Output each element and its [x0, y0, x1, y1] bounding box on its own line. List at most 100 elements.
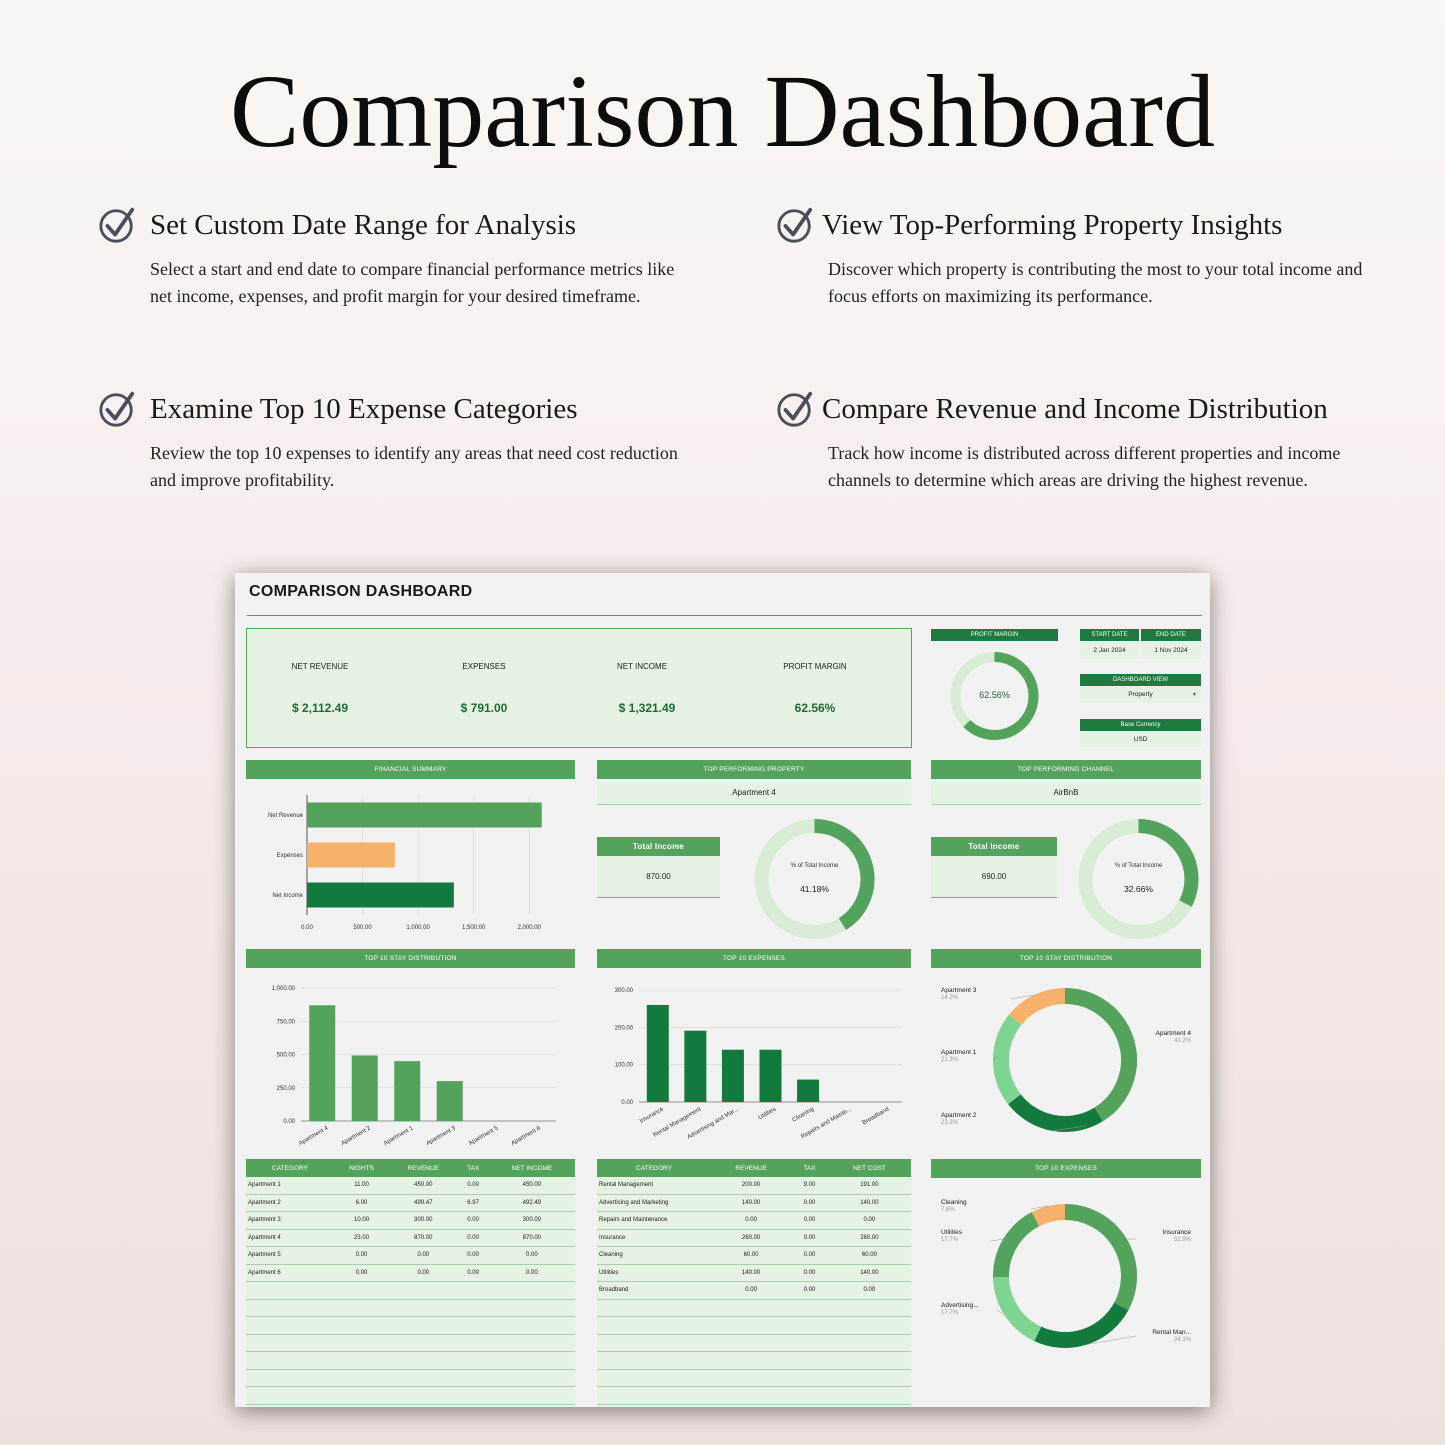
table-cell: 0.00: [791, 1194, 828, 1212]
table-cell: 0.00: [457, 1264, 489, 1282]
pct-value: 41.18%: [800, 884, 829, 894]
x-tick-label: 0.00: [301, 925, 313, 931]
table-row: Advertising and Marketing 140.00 0.00 140.0…: [597, 1194, 911, 1212]
feature-body: Select a start and end date to compare f…: [150, 259, 675, 306]
expense-table-panel: CATEGORY REVENUE TAX NET COST Rental Man…: [597, 1159, 911, 1407]
end-date-input[interactable]: 1 Nov 2024: [1141, 642, 1201, 659]
table-cell: [711, 1334, 792, 1352]
table-cell: 23.00: [334, 1229, 390, 1247]
table-cell: 0.00: [389, 1246, 458, 1265]
table-cell: [334, 1386, 390, 1405]
financial-summary-header: FINANCIAL SUMMARY: [246, 760, 575, 779]
table-row: Apartment 2 6.00 499.47 6.97 492.49: [246, 1194, 575, 1212]
table-cell: [827, 1351, 911, 1370]
table-cell: [488, 1281, 575, 1300]
table-cell: 11.00: [334, 1177, 390, 1195]
table-cell: 300.00: [488, 1211, 575, 1230]
leader-line: [995, 1308, 1005, 1316]
slice-pct: 23.3%: [941, 1120, 959, 1126]
col-header: NIGHTS: [334, 1159, 390, 1177]
y-tick-label: 100.00: [615, 1063, 634, 1069]
table-cell: [488, 1316, 575, 1335]
category-label: Broadband: [862, 1107, 890, 1127]
dashboard-screenshot: COMPARISON DASHBOARD NET REVENUE EXPENSE…: [235, 573, 1210, 1407]
pct-value: 32.66%: [1124, 884, 1153, 894]
total-income-label: Total Income: [931, 837, 1057, 856]
pct-label: % of Total Income: [1115, 863, 1163, 869]
table-row: Rental Management 200.00 9.00 191.00: [597, 1177, 911, 1195]
table-cell: 6.00: [334, 1194, 390, 1212]
kpi-value: 62.56%: [794, 701, 836, 715]
end-date-label: END DATE: [1141, 629, 1201, 641]
slice-pct: 17.7%: [941, 1310, 959, 1316]
table-cell: Apartment 2: [246, 1194, 334, 1212]
table-cell: 0.00: [457, 1229, 489, 1247]
stay-pie-header: TOP 10 STAY DISTRIBUTION: [931, 949, 1201, 968]
feature-title: Compare Revenue and Income Distribution: [822, 393, 1328, 425]
slice-label: Insurance: [1162, 1229, 1191, 1236]
leader-line: [990, 1238, 1004, 1242]
table-cell: [711, 1386, 792, 1405]
pie-slice: [1064, 988, 1137, 1122]
start-date-input[interactable]: 2 Jan 2024: [1080, 642, 1139, 659]
bar: [797, 1079, 820, 1102]
table-row: [597, 1299, 911, 1317]
table-row: [246, 1316, 575, 1335]
table-cell: [334, 1334, 390, 1352]
category-label: Apartment 2: [340, 1125, 372, 1147]
col-header: TAX: [791, 1159, 828, 1177]
y-tick-label: 750.00: [277, 1019, 296, 1025]
table-cell: [597, 1334, 711, 1352]
table-cell: [791, 1351, 828, 1370]
table-cell: 6.97: [457, 1194, 489, 1212]
top-property-name: Apartment 4: [597, 782, 911, 805]
table-cell: [334, 1299, 390, 1317]
table-row: [597, 1369, 911, 1387]
table-cell: 260.00: [711, 1229, 792, 1247]
table-row: [597, 1386, 911, 1405]
feature-body: Review the top 10 expenses to identify a…: [150, 443, 678, 490]
table-row: Broadband 0.00 0.00 0.00: [597, 1281, 911, 1300]
table-cell: 0.00: [334, 1264, 390, 1282]
slice-label: Utilities: [941, 1229, 963, 1236]
base-currency-value[interactable]: USD: [1080, 732, 1201, 747]
total-income-label: Total Income: [597, 837, 720, 856]
table-cell: [457, 1316, 489, 1335]
table-row: Repairs and Maintenance 0.00 0.00 0.00: [597, 1211, 911, 1230]
y-tick-label: 300.00: [615, 988, 634, 994]
checkmark-icon: [99, 207, 135, 243]
donut-fill: [963, 652, 1039, 740]
table-cell: Repairs and Maintenance: [597, 1211, 711, 1230]
profit-margin-header: PROFIT MARGIN: [931, 629, 1058, 641]
pie-slice: [1008, 988, 1066, 1026]
slice-label: Rental Man...: [1152, 1329, 1191, 1336]
table-cell: 0.00: [791, 1246, 828, 1265]
leader-line: [1010, 994, 1034, 1000]
table-cell: [597, 1316, 711, 1335]
dashboard-view-select[interactable]: Property ▼: [1080, 687, 1201, 703]
dropdown-arrow-icon: ▼: [1192, 692, 1197, 698]
expense-pie-header: TOP 10 EXPENSES: [931, 1159, 1201, 1178]
category-label: Apartment 1: [383, 1125, 415, 1147]
y-tick-label: 1,000.00: [272, 986, 296, 992]
table-cell: [597, 1351, 711, 1370]
col-header: TAX: [457, 1159, 489, 1177]
stay-table-panel: CATEGORY NIGHTS REVENUE TAX NET INCOME A…: [246, 1159, 575, 1407]
base-currency-label: Base Currency: [1080, 719, 1201, 731]
table-cell: [389, 1386, 458, 1405]
table-cell: Cleaning: [597, 1246, 711, 1265]
leader-line: [1052, 1125, 1087, 1132]
table-cell: 0.00: [389, 1264, 458, 1282]
pct-label: % of Total Income: [791, 863, 839, 869]
kpi-label: NET INCOME: [616, 662, 668, 671]
category-label: Net Revenue: [268, 813, 304, 819]
col-header: REVENUE: [389, 1159, 458, 1177]
table-cell: [711, 1316, 792, 1335]
top-channel-name: AirBnB: [931, 782, 1201, 805]
pie-slice: [1031, 1204, 1066, 1227]
table-cell: Advertising and Marketing: [597, 1194, 711, 1212]
table-row: Apartment 6 0.00 0.00 0.00 0.00: [246, 1264, 575, 1282]
table-cell: 0.00: [791, 1211, 828, 1230]
table-cell: 0.00: [711, 1211, 792, 1230]
property-share-donut: % of Total Income 41.18%: [754, 819, 875, 939]
